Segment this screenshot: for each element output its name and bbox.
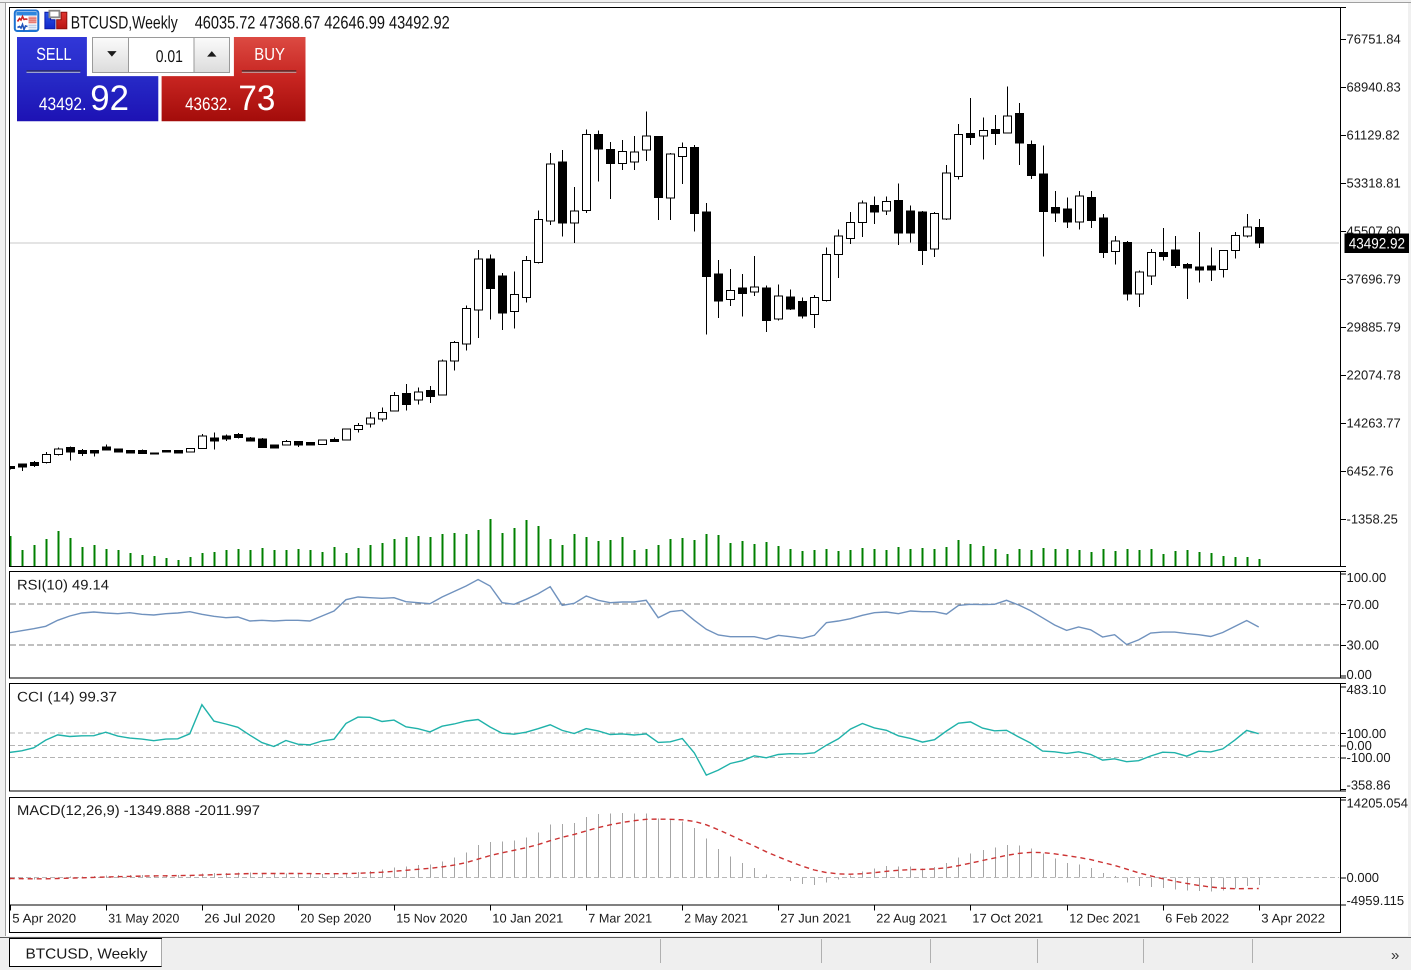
svg-text:2 May 2021: 2 May 2021 bbox=[684, 911, 748, 925]
svg-text:»: » bbox=[1391, 947, 1399, 964]
svg-text:-100.00: -100.00 bbox=[1347, 750, 1391, 765]
svg-text:SELL: SELL bbox=[36, 44, 72, 64]
svg-text:CCI (14) 99.37: CCI (14) 99.37 bbox=[17, 689, 117, 705]
svg-text:27 Jun 2021: 27 Jun 2021 bbox=[780, 911, 851, 925]
svg-text:68940.83: 68940.83 bbox=[1347, 80, 1401, 95]
svg-text:0.00: 0.00 bbox=[1347, 738, 1372, 753]
svg-text:43632.: 43632. bbox=[185, 94, 232, 114]
svg-text:43492.: 43492. bbox=[39, 94, 87, 114]
svg-text:22 Aug 2021: 22 Aug 2021 bbox=[876, 911, 947, 925]
svg-text:MACD(12,26,9) -1349.888 -2011.: MACD(12,26,9) -1349.888 -2011.997 bbox=[17, 802, 260, 818]
svg-text:6452.76: 6452.76 bbox=[1347, 464, 1394, 479]
svg-text:12 Dec 2021: 12 Dec 2021 bbox=[1069, 911, 1140, 925]
svg-text:43492.92: 43492.92 bbox=[1349, 235, 1405, 252]
svg-text:BUY: BUY bbox=[254, 44, 285, 64]
svg-text:20 Sep 2020: 20 Sep 2020 bbox=[300, 911, 371, 925]
svg-text:RSI(10) 49.14: RSI(10) 49.14 bbox=[17, 577, 109, 593]
svg-text:6 Feb 2022: 6 Feb 2022 bbox=[1165, 911, 1229, 925]
svg-text:22074.78: 22074.78 bbox=[1347, 368, 1401, 383]
svg-text:0.000: 0.000 bbox=[1347, 870, 1380, 885]
svg-text:73: 73 bbox=[238, 78, 275, 118]
svg-text:7 Mar 2021: 7 Mar 2021 bbox=[588, 911, 652, 925]
svg-text:14263.77: 14263.77 bbox=[1347, 416, 1401, 431]
svg-text:0.00: 0.00 bbox=[1347, 667, 1372, 682]
svg-text:-4959.115: -4959.115 bbox=[1347, 893, 1405, 908]
svg-text:5 Apr 2020: 5 Apr 2020 bbox=[12, 911, 76, 925]
svg-text:26 Jul 2020: 26 Jul 2020 bbox=[204, 911, 275, 925]
svg-text:15 Nov 2020: 15 Nov 2020 bbox=[396, 911, 467, 925]
svg-text:100.00: 100.00 bbox=[1347, 726, 1387, 741]
svg-text:483.10: 483.10 bbox=[1347, 682, 1387, 697]
svg-text:-1358.25: -1358.25 bbox=[1347, 512, 1398, 527]
svg-text:17 Oct 2021: 17 Oct 2021 bbox=[972, 911, 1043, 925]
svg-text:100.00: 100.00 bbox=[1347, 570, 1387, 585]
svg-text:31 May 2020: 31 May 2020 bbox=[108, 911, 179, 925]
svg-text:46035.72 47368.67 42646.99 434: 46035.72 47368.67 42646.99 43492.92 bbox=[195, 12, 450, 32]
svg-text:10 Jan 2021: 10 Jan 2021 bbox=[492, 911, 563, 925]
svg-text:76751.84: 76751.84 bbox=[1347, 32, 1401, 47]
svg-text:61129.82: 61129.82 bbox=[1347, 128, 1400, 143]
svg-text:30.00: 30.00 bbox=[1347, 638, 1380, 653]
svg-text:3 Apr 2022: 3 Apr 2022 bbox=[1261, 911, 1325, 925]
svg-text:14205.054: 14205.054 bbox=[1347, 796, 1408, 811]
svg-text:-358.86: -358.86 bbox=[1347, 778, 1391, 793]
svg-text:29885.79: 29885.79 bbox=[1347, 320, 1401, 335]
svg-text:70.00: 70.00 bbox=[1347, 597, 1380, 612]
svg-text:BTCUSD,Weekly: BTCUSD,Weekly bbox=[71, 12, 178, 32]
svg-text:BTCUSD, Weekly: BTCUSD, Weekly bbox=[26, 947, 149, 963]
svg-text:92: 92 bbox=[90, 78, 129, 118]
svg-text:37696.79: 37696.79 bbox=[1347, 272, 1401, 287]
svg-text:0.01: 0.01 bbox=[156, 47, 183, 66]
svg-text:53318.81: 53318.81 bbox=[1347, 176, 1401, 191]
